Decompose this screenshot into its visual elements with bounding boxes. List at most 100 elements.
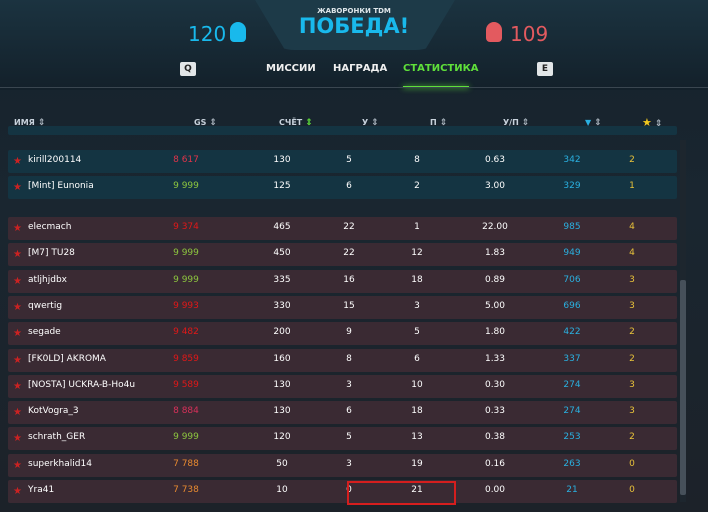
cell-stars: 2 — [629, 155, 635, 165]
cell-gs: 8 884 — [173, 406, 199, 417]
cell-kd: 0.30 — [484, 379, 506, 390]
cell-kd: 1.83 — [484, 248, 506, 259]
cell-kills: 5 — [346, 155, 352, 165]
cell-kd: 3.00 — [484, 181, 506, 192]
cell-kd: 0.89 — [484, 274, 506, 285]
cell-kd: 22.00 — [482, 222, 508, 232]
cell-gs: 9 999 — [173, 248, 199, 259]
cell-score: 330 — [273, 300, 291, 311]
table-row[interactable]: ★ qwertig 9 993 330 15 3 5.00 696 3 — [8, 295, 677, 319]
cell-stars: 4 — [629, 248, 635, 259]
col-name[interactable]: ИМЯ ⇕ — [14, 118, 46, 128]
cell-gems: 985 — [563, 222, 581, 232]
cell-score: 10 — [276, 485, 288, 495]
cell-kills: 22 — [343, 248, 355, 259]
tab-rewards[interactable]: НАГРАДА — [333, 63, 388, 74]
cell-gs: 9 374 — [173, 222, 199, 232]
cell-kills: 5 — [346, 432, 352, 443]
tab-statistics[interactable]: СТАТИСТИКА — [403, 63, 479, 74]
rank-icon: ★ — [13, 275, 22, 287]
cell-deaths: 19 — [411, 458, 423, 469]
cell-deaths: 6 — [414, 353, 420, 364]
cell-stars: 4 — [629, 222, 635, 232]
cell-stars: 3 — [629, 300, 635, 311]
cell-score: 130 — [273, 379, 291, 390]
col-kd[interactable]: У/П ⇕ — [503, 118, 530, 128]
rank-icon: ★ — [13, 486, 22, 497]
cell-kd: 0.00 — [484, 485, 506, 495]
col-gs[interactable]: GS ⇕ — [194, 118, 217, 128]
cell-deaths: 1 — [414, 222, 420, 232]
table-row[interactable]: ★ segade 9 482 200 9 5 1.80 422 2 — [8, 322, 677, 346]
rank-icon: ★ — [13, 407, 22, 419]
next-tab-key[interactable]: E — [537, 62, 553, 76]
table-row[interactable]: ★ KotVogra_3 8 884 130 6 18 0.33 274 3 — [8, 401, 677, 425]
cell-gems: 21 — [566, 485, 578, 495]
cell-kills: 3 — [346, 379, 352, 390]
cell-stars: 3 — [629, 274, 635, 285]
cell-gems: 696 — [563, 300, 581, 311]
col-deaths[interactable]: П ⇕ — [430, 118, 448, 128]
cell-kills: 9 — [346, 327, 352, 338]
cell-kills: 22 — [343, 222, 355, 232]
player-name: [NOSTA] UCKRA-B-Ho4u — [28, 379, 136, 390]
col-kills[interactable]: У ⇕ — [362, 118, 379, 128]
table-row[interactable]: ★ [FK0LD] AKROMA 9 859 160 8 6 1.33 337 2 — [8, 348, 677, 372]
cell-deaths: 18 — [411, 406, 423, 417]
table-row[interactable]: ★ [Mint] Eunonia 9 999 125 6 2 3.00 329 1 — [8, 176, 677, 200]
cell-score: 200 — [273, 327, 291, 338]
divider — [0, 87, 708, 88]
player-name: atljhjdbx — [28, 274, 68, 285]
cell-score: 50 — [276, 458, 288, 469]
table-row[interactable]: ★ schrath_GER 9 999 120 5 13 0.38 253 2 — [8, 427, 677, 451]
cell-gs: 9 859 — [173, 353, 199, 364]
table-row[interactable]: ★ Yra41 7 738 10 0 21 0.00 21 0 — [8, 480, 677, 503]
table-row[interactable]: ★ [M7] TU28 9 999 450 22 12 1.83 949 4 — [8, 243, 677, 267]
highlight-box — [347, 481, 456, 505]
cell-score: 125 — [273, 181, 291, 192]
cell-gs: 9 999 — [173, 274, 199, 285]
cell-deaths: 13 — [411, 432, 423, 443]
cell-kd: 1.33 — [484, 353, 506, 364]
cell-gems: 342 — [563, 155, 581, 165]
prev-tab-key[interactable]: Q — [180, 62, 196, 76]
col-gems[interactable]: ▼ ⇕ — [585, 118, 602, 128]
star-icon: ★ — [642, 116, 652, 129]
col-score[interactable]: СЧЁТ ⇕ — [279, 118, 313, 128]
cell-stars: 0 — [629, 485, 635, 495]
cell-gems: 329 — [563, 181, 581, 192]
cell-kd: 5.00 — [484, 300, 506, 311]
ally-skull-icon — [230, 22, 246, 42]
player-name: [FK0LD] AKROMA — [28, 353, 106, 364]
cell-stars: 3 — [629, 379, 635, 390]
rank-icon: ★ — [13, 182, 22, 194]
diamond-icon: ▼ — [585, 118, 592, 127]
cell-deaths: 18 — [411, 274, 423, 285]
cell-stars: 2 — [629, 327, 635, 338]
table-row[interactable]: ★ superkhalid14 7 788 50 3 19 0.16 263 0 — [8, 453, 677, 477]
scrollbar-thumb[interactable] — [680, 280, 686, 495]
cell-score: 130 — [273, 406, 291, 417]
cell-deaths: 3 — [414, 300, 420, 311]
cell-kills: 3 — [346, 458, 352, 469]
table-row[interactable]: ★ atljhjdbx 9 999 335 16 18 0.89 706 3 — [8, 269, 677, 293]
enemy-skull-icon — [486, 22, 502, 42]
cell-gs: 9 482 — [173, 327, 199, 338]
tab-missions[interactable]: МИССИИ — [266, 63, 316, 74]
cell-stars: 3 — [629, 406, 635, 417]
table-row[interactable]: ★ elecmach 9 374 465 22 1 22.00 985 4 — [8, 217, 677, 240]
cell-gems: 949 — [563, 248, 581, 259]
cell-deaths: 2 — [414, 181, 420, 192]
cell-gs: 9 589 — [173, 379, 199, 390]
col-stars[interactable]: ★ ⇕ — [642, 116, 663, 129]
cell-gems: 253 — [563, 432, 581, 443]
cell-score: 160 — [273, 353, 291, 364]
table-row[interactable]: ★ [NOSTA] UCKRA-B-Ho4u 9 589 130 3 10 0.30 274 3 — [8, 374, 677, 398]
table-row-partial — [8, 126, 677, 135]
player-name: segade — [28, 327, 61, 338]
cell-score: 335 — [273, 274, 291, 285]
player-name: Yra41 — [28, 485, 55, 495]
table-row[interactable]: ★ kirill200114 8 617 130 5 8 0.63 342 2 — [8, 150, 677, 173]
cell-gems: 706 — [563, 274, 581, 285]
cell-gems: 263 — [563, 458, 581, 469]
